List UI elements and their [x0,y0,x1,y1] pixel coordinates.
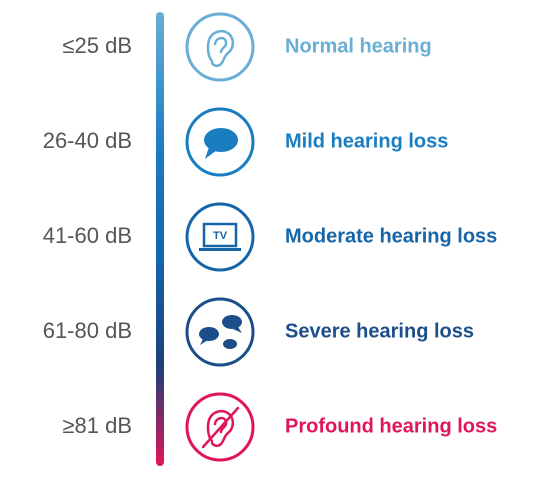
tv-text: TV [213,230,228,242]
level-row: 41-60 dB TV Moderate hearing loss [43,202,497,272]
level-label: Profound hearing loss [285,415,497,437]
tv-base [199,248,241,251]
icon-ring [185,202,255,272]
level-label: Normal hearing [285,35,432,57]
tv-icon: TV [199,222,241,251]
level-label: Mild hearing loss [285,130,448,152]
level-row: 61-80 dB Severe hearing loss [43,297,474,367]
icon-ring [185,12,255,82]
speech-icon [204,128,238,159]
range: ≥81 dB [62,413,132,438]
range: ≤25 dB [62,33,132,58]
scale-bar [156,12,164,466]
level-row: ≤25 dB Normal hearing [62,12,432,82]
level-row: ≥81 dB Profound hearing loss [62,392,497,462]
level-label: Severe hearing loss [285,320,474,342]
range: 41-60 dB [43,223,132,248]
tv-screen [202,222,238,248]
ear-icon [206,29,235,68]
range: 26-40 dB [43,128,132,153]
level-label: Moderate hearing loss [285,225,497,247]
ear-crossed-icon [201,406,240,449]
speech-group-icon [199,315,242,349]
range: 61-80 dB [43,318,132,343]
level-row: 26-40 dB Mild hearing loss [43,107,448,177]
icon-ring [185,297,255,367]
